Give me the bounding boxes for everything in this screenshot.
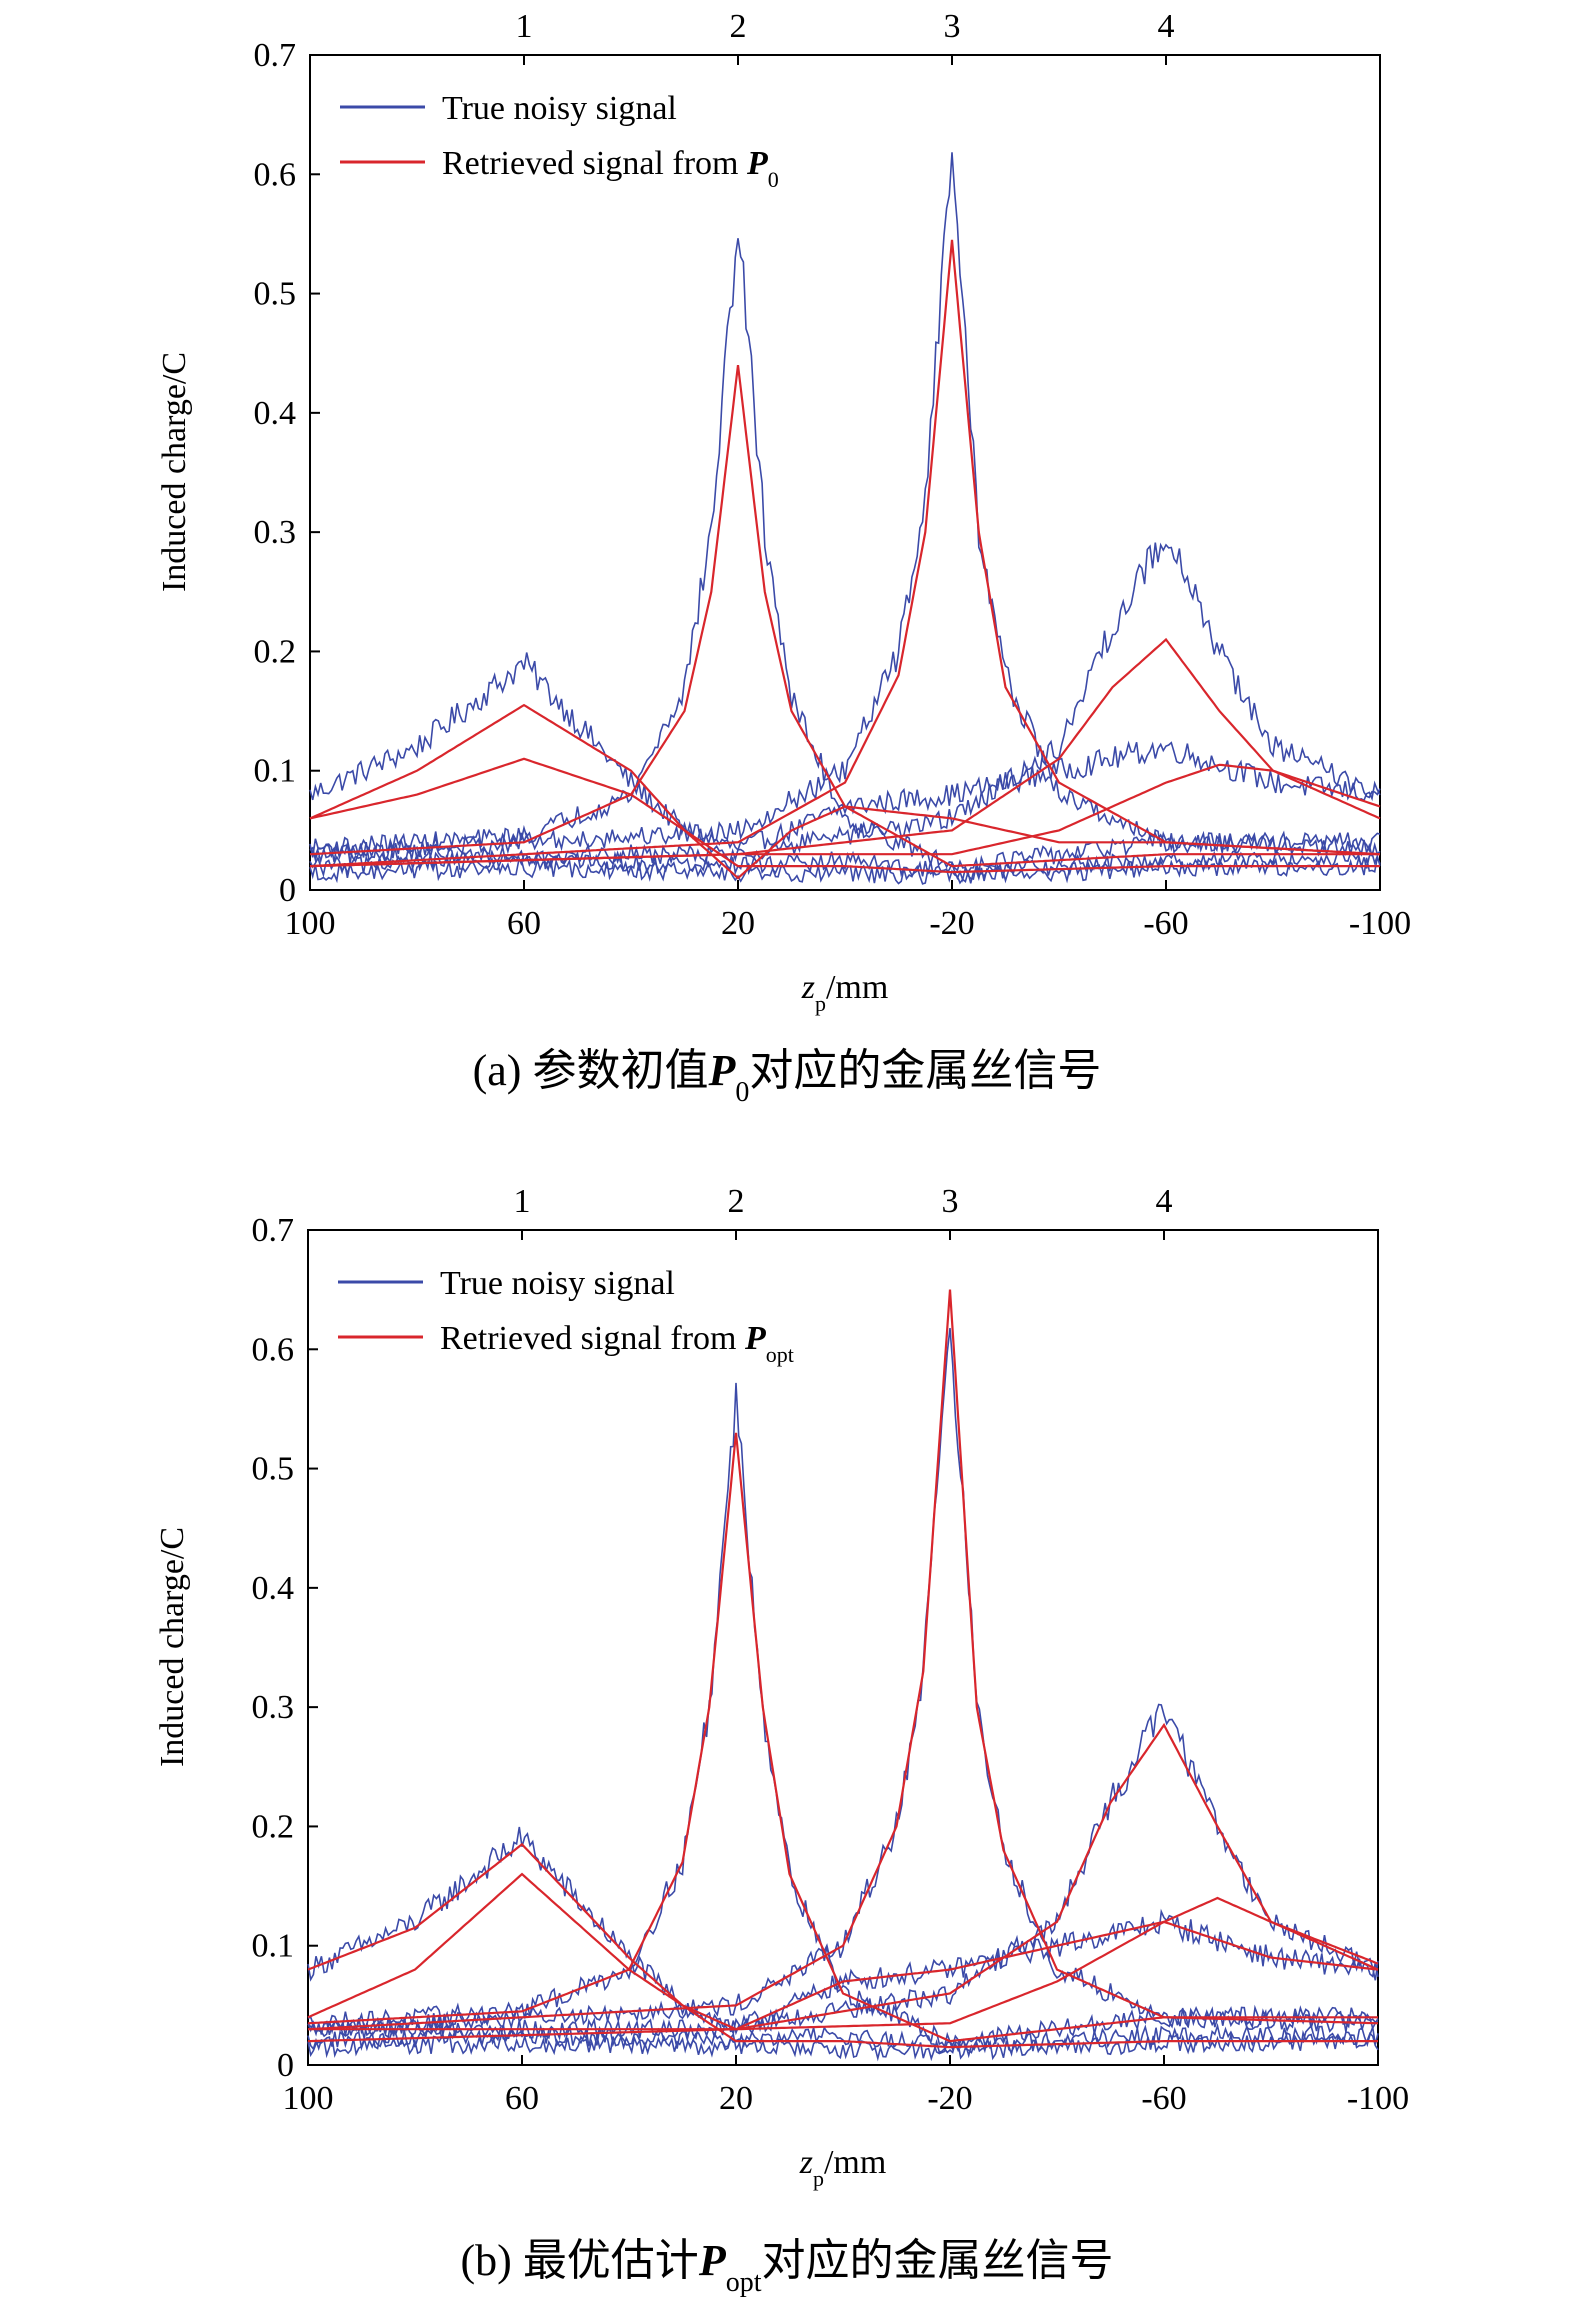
y-tick-label: 0.7 (254, 37, 297, 74)
retrieved-signal-line-1 (307, 1842, 1379, 2031)
x-tick-label: -100 (1349, 905, 1411, 942)
y-tick-label: 0.5 (252, 1451, 295, 1488)
true-signal-line-4 (309, 542, 1381, 866)
y-tick-label: 0.4 (252, 1570, 295, 1607)
y-tick-label: 0.1 (252, 1928, 295, 1965)
retrieved-signal-line-4 (309, 239, 1381, 868)
legend-label-retrieved: Retrieved signal from P0 (442, 145, 779, 192)
top-tick-label: 3 (942, 1183, 959, 1220)
plot-frame (309, 54, 1381, 891)
y-tick-label: 0.1 (254, 753, 297, 790)
legend: True noisy signal Retrieved signal from … (340, 90, 779, 192)
true-signal-line-3 (307, 1328, 1379, 2037)
plot-frame (307, 1229, 1379, 2066)
top-tick-label: 2 (728, 1183, 745, 1220)
x-tick-label: 20 (721, 905, 755, 942)
top-tick-label: 1 (514, 1183, 531, 1220)
x-axis-title: zp/mm (799, 2144, 887, 2191)
legend: True noisy signal Retrieved signal from … (338, 1265, 794, 1367)
y-tick-label: 0.6 (254, 156, 297, 193)
y-tick-label: 0.3 (254, 514, 297, 551)
x-tick-label: -20 (929, 905, 974, 942)
x-tick-label: 60 (507, 905, 541, 942)
caption-a: (a) 参数初值P0对应的金属丝信号 (473, 1046, 1102, 1108)
retrieved-signal-line-2 (307, 1872, 1378, 2049)
true-signal-line-6 (309, 855, 1381, 885)
true-signal-line-4 (307, 1703, 1379, 2041)
top-tick-label: 2 (730, 8, 747, 45)
top-tick-label: 4 (1158, 8, 1175, 45)
retrieved-signal-line-4 (307, 1289, 1379, 2031)
y-tick-label: 0.2 (252, 1808, 295, 1845)
caption-b: (b) 最优估计Popt对应的金属丝信号 (461, 2236, 1114, 2298)
y-tick-label: 0.6 (252, 1331, 295, 1368)
x-tick-label: 100 (285, 905, 336, 942)
y-tick-label: 0 (279, 872, 296, 909)
x-tick-label: 100 (283, 2080, 334, 2117)
y-axis-title: Induced charge/C (154, 1527, 191, 1767)
true-signal-line-6 (307, 2029, 1379, 2062)
top-tick-label: 1 (516, 8, 533, 45)
y-tick-label: 0 (277, 2047, 294, 2084)
x-tick-label: -20 (927, 2080, 972, 2117)
ticks-group: 0 0.1 0.2 0.3 0.4 0.5 0.6 0.7 100 60 20 -20 -60 -100 1… (252, 1183, 1410, 2117)
series-group (307, 1289, 1379, 2062)
x-tick-label: 20 (719, 2080, 753, 2117)
true-signal-line-2 (309, 238, 1381, 875)
y-tick-label: 0.4 (254, 395, 297, 432)
top-tick-label: 4 (1156, 1183, 1173, 1220)
y-tick-label: 0.7 (252, 1212, 295, 1249)
x-tick-label: -100 (1347, 2080, 1409, 2117)
legend-label-retrieved: Retrieved signal from Popt (440, 1320, 794, 1367)
retrieved-signal-line-5 (308, 1722, 1379, 2031)
retrieved-signal-line-3 (309, 364, 1380, 868)
true-signal-line-5 (309, 850, 1381, 883)
panel-a: 0 0.1 0.2 0.3 0.4 0.5 0.6 0.7 100 60 20 -20 -60 -100 1… (156, 8, 1411, 1108)
y-axis-title: Induced charge/C (156, 352, 193, 592)
true-signal-line-1 (309, 652, 1381, 852)
panel-b: 0 0.1 0.2 0.3 0.4 0.5 0.6 0.7 100 60 20 -20 -60 -100 1… (154, 1183, 1409, 2298)
x-tick-label: -60 (1143, 905, 1188, 942)
true-signal-line-3 (309, 152, 1381, 864)
retrieved-signal-line-5 (310, 637, 1381, 868)
y-tick-label: 0.3 (252, 1689, 295, 1726)
legend-label-true: True noisy signal (440, 1265, 675, 1302)
top-tick-label: 3 (944, 8, 961, 45)
x-tick-label: 60 (505, 2080, 539, 2117)
legend-label-true: True noisy signal (442, 90, 677, 127)
ticks-group: 0 0.1 0.2 0.3 0.4 0.5 0.6 0.7 100 60 20 -20 -60 -100 1… (254, 8, 1412, 942)
series-group (309, 152, 1381, 885)
x-tick-label: -60 (1141, 2080, 1186, 2117)
retrieved-signal-line-2 (309, 757, 1380, 874)
y-tick-label: 0.2 (254, 633, 297, 670)
retrieved-signal-line-6 (310, 763, 1381, 868)
true-signal-line-1 (307, 1826, 1379, 2036)
retrieved-signal-line-6 (308, 1896, 1379, 2043)
x-axis-title: zp/mm (801, 969, 889, 1016)
y-tick-label: 0.5 (254, 276, 297, 313)
